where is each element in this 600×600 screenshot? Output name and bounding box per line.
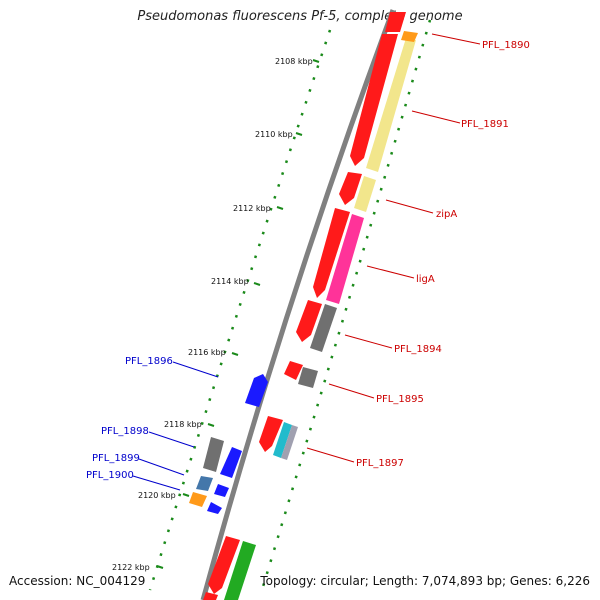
gene-feature-cds[interactable]	[203, 592, 218, 600]
label-leader	[148, 431, 195, 448]
kbp-tick-label: 2122 kbp	[112, 563, 150, 572]
gene-label-pfl-1899[interactable]: PFL_1899	[92, 453, 140, 464]
kbp-scale: 2108 kbp 2110 kbp 2112 kbp 2114 kbp 2116…	[112, 57, 320, 572]
label-leader	[328, 383, 375, 399]
gene-label-pfl-1896[interactable]: PFL_1896	[125, 356, 173, 367]
label-leader	[344, 334, 393, 349]
genome-backbone	[200, 9, 396, 600]
kbp-tick-mark	[207, 423, 215, 427]
feature-block-orange[interactable]	[401, 31, 418, 42]
map-title: Pseudomonas fluorescens Pf-5, complete g…	[137, 9, 463, 24]
gene-feature-pfl-1891[interactable]	[350, 34, 398, 166]
gene-feature-pfl-1899[interactable]	[196, 476, 213, 491]
gene-feature-pfl-1900[interactable]	[207, 502, 222, 514]
feature-block-green[interactable]	[224, 541, 256, 600]
gene-feature-pfl-1897[interactable]	[259, 416, 283, 452]
gene-feature-liga[interactable]	[313, 208, 350, 298]
gene-feature-pfl-1900[interactable]	[189, 492, 207, 507]
topology-text: Topology: circular; Length: 7,074,893 bp…	[260, 574, 590, 588]
kbp-tick-mark	[231, 352, 239, 356]
gene-label-pfl-1890[interactable]: PFL_1890	[482, 40, 530, 51]
gene-label-pfl-1897[interactable]: PFL_1897	[356, 458, 404, 469]
forward-cds-track	[203, 12, 406, 600]
accession-text: Accession: NC_004129	[9, 574, 146, 588]
feature-block-gray[interactable]	[310, 304, 337, 352]
gene-feature-pfl-1898[interactable]	[220, 447, 242, 478]
feature-annotation-track	[224, 31, 418, 600]
kbp-tick-label: 2120 kbp	[138, 491, 176, 500]
kbp-tick-mark	[156, 565, 164, 569]
gene-feature-cds[interactable]	[208, 536, 240, 594]
gene-label-pfl-1900[interactable]: PFL_1900	[86, 470, 134, 481]
gene-label-pfl-1894[interactable]: PFL_1894	[394, 344, 442, 355]
kbp-tick-label: 2112 kbp	[233, 204, 271, 213]
reverse-labels: PFL_1896 PFL_1898 PFL_1899 PFL_1900	[86, 356, 219, 491]
forward-labels: PFL_1890 PFL_1891 zipA ligA PFL_1894 PFL…	[306, 33, 530, 469]
kbp-tick-label: 2114 kbp	[211, 277, 249, 286]
outer-tick-ring	[148, 29, 332, 591]
label-leader	[411, 110, 461, 124]
kbp-tick-mark	[312, 59, 320, 63]
gene-label-pfl-1895[interactable]: PFL_1895	[376, 394, 424, 405]
kbp-tick-mark	[253, 282, 261, 286]
feature-block-gray[interactable]	[281, 425, 298, 460]
feature-block-pink[interactable]	[326, 214, 364, 304]
feature-block-pale-yellow[interactable]	[366, 38, 416, 172]
label-leader	[431, 33, 481, 45]
gene-feature-pfl-1898[interactable]	[203, 437, 224, 472]
kbp-tick-mark	[295, 132, 303, 136]
kbp-tick-mark	[276, 206, 284, 210]
inner-tick-ring	[260, 19, 432, 591]
label-leader	[132, 475, 181, 491]
feature-block-pale-yellow[interactable]	[354, 176, 376, 212]
gene-feature-pfl-1896[interactable]	[245, 374, 268, 407]
gene-feature-pfl-1895[interactable]	[284, 361, 303, 380]
gene-label-liga[interactable]: ligA	[416, 274, 435, 285]
label-leader	[172, 361, 219, 378]
label-leader	[366, 265, 415, 279]
gene-feature-pfl-1890[interactable]	[385, 12, 406, 32]
kbp-tick-label: 2108 kbp	[275, 57, 313, 66]
kbp-tick-label: 2110 kbp	[255, 130, 293, 139]
reverse-strand-track	[189, 374, 268, 514]
kbp-tick-mark	[182, 493, 190, 497]
label-leader	[306, 447, 355, 463]
kbp-tick-label: 2116 kbp	[188, 348, 226, 357]
label-leader	[138, 458, 185, 476]
feature-block-gray[interactable]	[298, 367, 318, 388]
gene-label-pfl-1891[interactable]: PFL_1891	[461, 119, 509, 130]
gene-feature-pfl-1894[interactable]	[296, 300, 322, 342]
gene-feature-zipa[interactable]	[339, 172, 362, 205]
gene-label-pfl-1898[interactable]: PFL_1898	[101, 426, 149, 437]
gene-label-zipa[interactable]: zipA	[436, 209, 457, 220]
label-leader	[385, 199, 434, 214]
kbp-tick-label: 2118 kbp	[164, 420, 202, 429]
gene-feature-pfl-1899[interactable]	[214, 484, 229, 497]
feature-block-cyan[interactable]	[273, 422, 292, 458]
